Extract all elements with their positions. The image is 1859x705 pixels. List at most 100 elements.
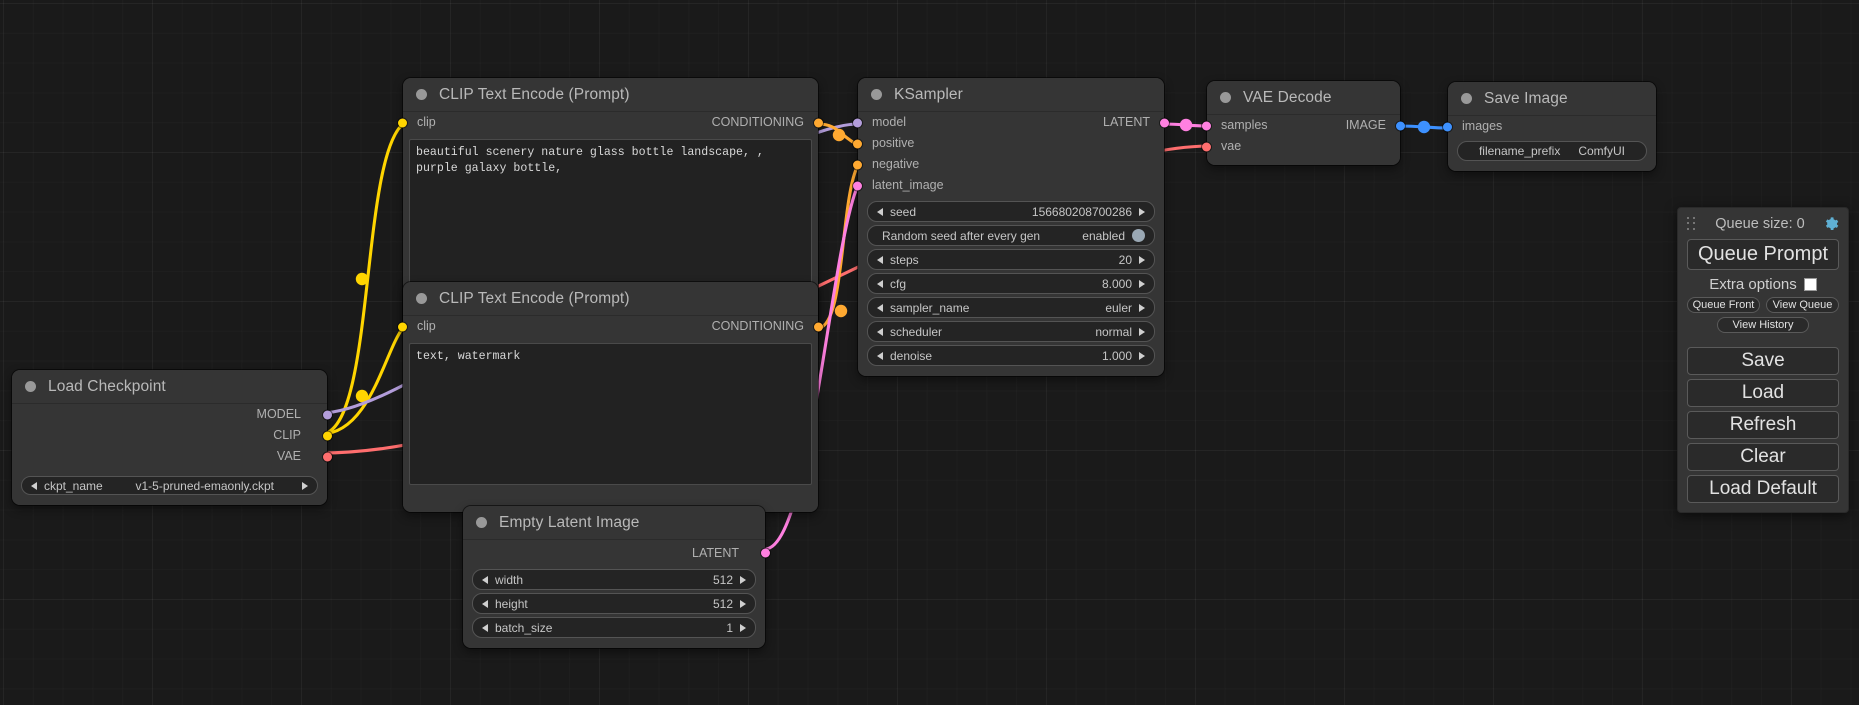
decrement-arrow-icon[interactable] <box>31 481 37 490</box>
widget-random-seed-toggle[interactable]: Random seed after every gen enabled <box>867 225 1155 246</box>
widget-filename-prefix[interactable]: filename_prefix ComfyUI <box>1457 141 1647 161</box>
extra-options-checkbox[interactable] <box>1803 278 1817 291</box>
queue-front-button[interactable]: Queue Front <box>1687 297 1760 313</box>
queue-prompt-button[interactable]: Queue Prompt <box>1687 239 1839 270</box>
widget-sampler-name[interactable]: sampler_name euler <box>867 297 1155 318</box>
collapse-toggle-icon[interactable] <box>25 381 36 392</box>
increment-arrow-icon[interactable] <box>740 575 746 584</box>
collapse-toggle-icon[interactable] <box>416 89 427 100</box>
widget-steps[interactable]: steps 20 <box>867 249 1155 270</box>
input-port-images[interactable] <box>1443 122 1452 131</box>
increment-arrow-icon[interactable] <box>1139 303 1145 312</box>
collapse-toggle-icon[interactable] <box>871 89 882 100</box>
increment-arrow-icon[interactable] <box>1139 207 1145 216</box>
collapse-toggle-icon[interactable] <box>1220 92 1231 103</box>
input-port-negative[interactable] <box>853 160 862 169</box>
collapse-toggle-icon[interactable] <box>416 293 427 304</box>
increment-arrow-icon[interactable] <box>740 599 746 608</box>
widget-seed[interactable]: seed 156680208700286 <box>867 201 1155 222</box>
node-header[interactable]: CLIP Text Encode (Prompt) <box>403 282 818 316</box>
input-port-clip[interactable] <box>398 322 407 331</box>
output-slot-conditioning[interactable]: CONDITIONING <box>712 320 823 333</box>
output-port-image[interactable] <box>1396 121 1405 130</box>
widget-denoise[interactable]: denoise 1.000 <box>867 345 1155 366</box>
increment-arrow-icon[interactable] <box>1139 279 1145 288</box>
output-slot-latent[interactable]: LATENT <box>463 540 770 566</box>
node-load-checkpoint[interactable]: Load Checkpoint MODEL CLIP VAE ckpt_name… <box>12 370 332 505</box>
comfy-menu-panel[interactable]: Queue size: 0 Queue Prompt Extra options… <box>1677 207 1849 513</box>
view-queue-button[interactable]: View Queue <box>1766 297 1839 313</box>
save-button[interactable]: Save <box>1687 347 1839 375</box>
gear-icon[interactable] <box>1823 216 1839 232</box>
input-slot-latent-image[interactable]: latent_image <box>853 175 1164 196</box>
input-slot-images[interactable]: images <box>1443 116 1656 137</box>
output-slot-latent[interactable]: LATENT <box>1103 116 1169 129</box>
collapse-toggle-icon[interactable] <box>1461 93 1472 104</box>
node-save-image[interactable]: Save Image images filename_prefix ComfyU… <box>1443 82 1656 171</box>
output-slot-clip[interactable]: CLIP <box>12 425 332 446</box>
input-port-latent-image[interactable] <box>853 181 862 190</box>
output-slot-model[interactable]: MODEL <box>12 404 332 425</box>
decrement-arrow-icon[interactable] <box>877 255 883 264</box>
increment-arrow-icon[interactable] <box>740 623 746 632</box>
widget-width[interactable]: width 512 <box>472 569 756 590</box>
refresh-button[interactable]: Refresh <box>1687 411 1839 439</box>
node-header[interactable]: KSampler <box>858 78 1164 112</box>
widget-height[interactable]: height 512 <box>472 593 756 614</box>
input-port-samples[interactable] <box>1202 121 1211 130</box>
input-slot-positive[interactable]: positive <box>853 133 1164 154</box>
output-slot-vae[interactable]: VAE <box>12 446 332 467</box>
decrement-arrow-icon[interactable] <box>877 303 883 312</box>
input-slot-clip[interactable]: clip <box>398 320 436 333</box>
decrement-arrow-icon[interactable] <box>877 279 883 288</box>
node-clip-text-encode-negative[interactable]: CLIP Text Encode (Prompt) clip CONDITION… <box>398 282 823 512</box>
input-port-vae[interactable] <box>1202 142 1211 151</box>
node-empty-latent-image[interactable]: Empty Latent Image LATENT width 512 heig… <box>463 506 770 648</box>
prompt-textarea[interactable]: text, watermark <box>409 343 812 485</box>
widget-ckpt-name[interactable]: ckpt_name v1-5-pruned-emaonly.ckpt <box>21 476 318 495</box>
input-slot-negative[interactable]: negative <box>853 154 1164 175</box>
input-port-model[interactable] <box>853 118 862 127</box>
node-vae-decode[interactable]: VAE Decode samples IMAGE vae <box>1202 81 1405 165</box>
widget-scheduler[interactable]: scheduler normal <box>867 321 1155 342</box>
node-header[interactable]: Empty Latent Image <box>463 506 765 540</box>
view-history-button[interactable]: View History <box>1717 317 1809 333</box>
output-port-conditioning[interactable] <box>814 322 823 331</box>
decrement-arrow-icon[interactable] <box>482 599 488 608</box>
decrement-arrow-icon[interactable] <box>877 351 883 360</box>
increment-arrow-icon[interactable] <box>302 481 308 490</box>
load-button[interactable]: Load <box>1687 379 1839 407</box>
input-slot-samples[interactable]: samples <box>1202 119 1268 132</box>
output-port-clip[interactable] <box>323 431 332 440</box>
increment-arrow-icon[interactable] <box>1139 255 1145 264</box>
decrement-arrow-icon[interactable] <box>877 327 883 336</box>
widget-batch-size[interactable]: batch_size 1 <box>472 617 756 638</box>
node-ksampler[interactable]: KSampler model LATENT positive negative <box>853 78 1169 376</box>
input-slot-clip[interactable]: clip <box>398 116 436 129</box>
input-slot-model[interactable]: model <box>853 116 906 129</box>
collapse-toggle-icon[interactable] <box>476 517 487 528</box>
output-port-conditioning[interactable] <box>814 118 823 127</box>
output-port-vae[interactable] <box>323 452 332 461</box>
node-header[interactable]: Save Image <box>1448 82 1656 116</box>
output-slot-image[interactable]: IMAGE <box>1346 119 1405 132</box>
input-port-clip[interactable] <box>398 118 407 127</box>
decrement-arrow-icon[interactable] <box>482 575 488 584</box>
widget-cfg[interactable]: cfg 8.000 <box>867 273 1155 294</box>
output-port-latent[interactable] <box>761 548 770 558</box>
node-header[interactable]: Load Checkpoint <box>12 370 327 404</box>
node-header[interactable]: CLIP Text Encode (Prompt) <box>403 78 818 112</box>
drag-handle-icon[interactable] <box>1687 217 1697 231</box>
decrement-arrow-icon[interactable] <box>482 623 488 632</box>
node-header[interactable]: VAE Decode <box>1207 81 1400 115</box>
load-default-button[interactable]: Load Default <box>1687 475 1839 503</box>
input-slot-vae[interactable]: vae <box>1202 136 1400 157</box>
clear-button[interactable]: Clear <box>1687 443 1839 471</box>
increment-arrow-icon[interactable] <box>1139 327 1145 336</box>
increment-arrow-icon[interactable] <box>1139 351 1145 360</box>
decrement-arrow-icon[interactable] <box>877 207 883 216</box>
input-port-positive[interactable] <box>853 139 862 148</box>
output-port-latent[interactable] <box>1160 118 1169 127</box>
toggle-knob-icon[interactable] <box>1132 229 1145 242</box>
